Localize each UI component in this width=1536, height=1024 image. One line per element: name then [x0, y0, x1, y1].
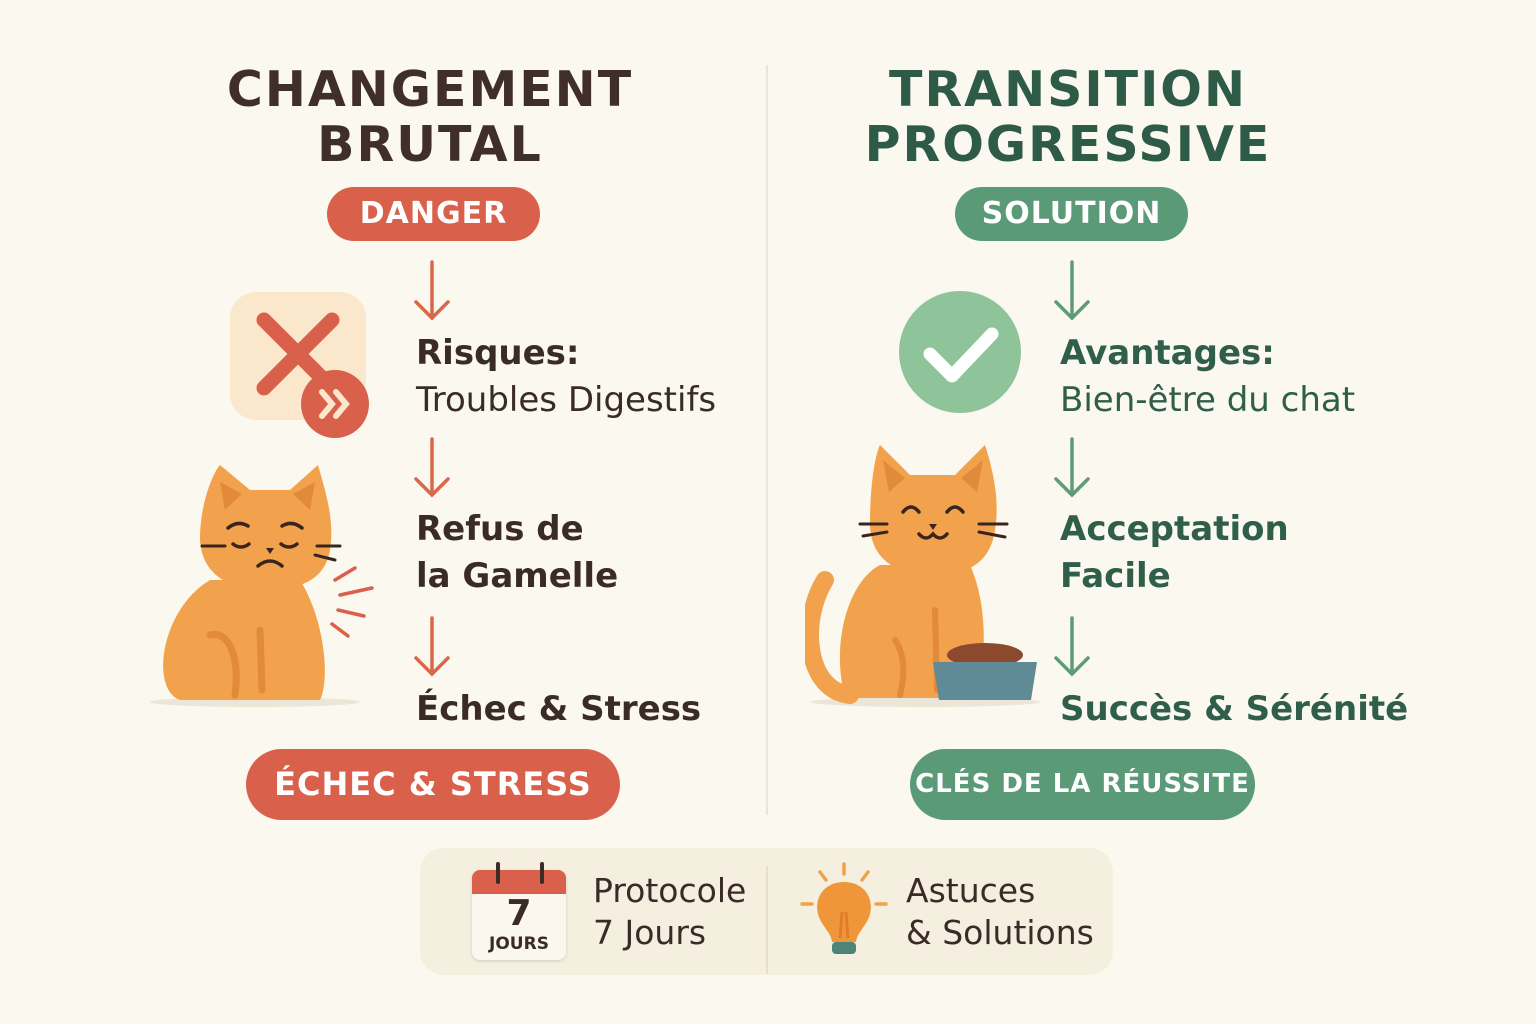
arrow-down-icon [414, 437, 450, 498]
acceptance-detail: Facile [1060, 556, 1171, 596]
arrow-down-icon [414, 616, 450, 677]
failure-stress-button[interactable]: ÉCHEC & STRESS [246, 749, 620, 820]
benefits-heading: Avantages: [1060, 333, 1275, 373]
protocol-line2: 7 Jours [593, 913, 707, 952]
lightbulb-icon [800, 862, 888, 954]
success-heading: Succès & Sérénité [1060, 689, 1409, 729]
danger-badge: DANGER [327, 187, 540, 241]
arrow-down-icon [1054, 437, 1090, 498]
left-title-line1: CHANGEMENT [226, 61, 634, 118]
right-title: TRANSITION PROGRESSIVE [768, 62, 1368, 172]
left-title-line2: BRUTAL [317, 116, 543, 173]
failure-heading: Échec & Stress [416, 689, 702, 729]
acceptance-heading: Acceptation [1060, 509, 1289, 549]
refusal-heading: Refus de [416, 509, 584, 549]
arrow-down-icon [1054, 260, 1090, 321]
calendar-number: 7 [506, 893, 532, 934]
panel-divider [766, 866, 768, 974]
arrow-down-icon [414, 260, 450, 321]
x-mark-fast-forward-icon [230, 292, 369, 438]
solution-badge: SOLUTION [955, 187, 1188, 241]
risks-detail: Troubles Digestifs [416, 380, 717, 420]
tips-line2: & Solutions [906, 913, 1094, 952]
arrow-down-icon [1054, 616, 1090, 677]
right-title-line1: TRANSITION [889, 61, 1247, 118]
happy-cat-illustration [805, 445, 1040, 707]
check-circle-icon [899, 291, 1021, 413]
calendar-icon: 7 JOURS [472, 862, 566, 960]
risks-heading: Risques: [416, 333, 580, 373]
benefits-detail: Bien-être du chat [1060, 380, 1356, 420]
bottom-panel: 7 JOURS Protocole 7 Jours Astuces & Solu… [420, 848, 1113, 975]
refusal-detail: la Gamelle [416, 556, 619, 596]
protocol-line1: Protocole [593, 871, 747, 910]
tips-line1: Astuces [906, 871, 1036, 910]
sad-cat-illustration [150, 465, 374, 707]
left-title: CHANGEMENT BRUTAL [130, 62, 730, 172]
calendar-label: JOURS [489, 934, 549, 954]
keys-to-success-button[interactable]: CLÉS DE LA RÉUSSITE [910, 749, 1255, 820]
right-title-line2: PROGRESSIVE [864, 116, 1272, 173]
divider [766, 65, 768, 815]
